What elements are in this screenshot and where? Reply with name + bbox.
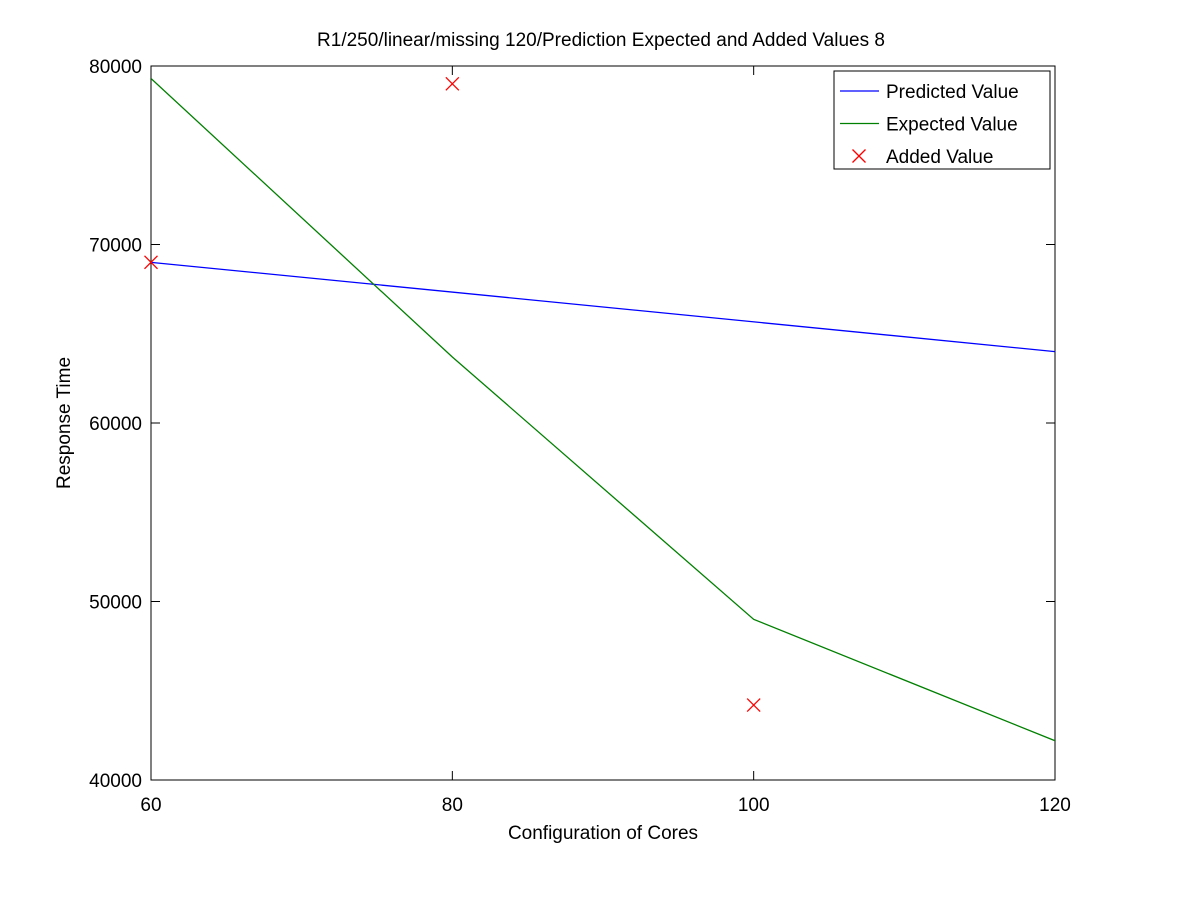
x-tick-label: 80 bbox=[442, 795, 463, 816]
chart-title: R1/250/linear/missing 120/Prediction Exp… bbox=[317, 30, 885, 51]
y-tick-label: 80000 bbox=[89, 57, 142, 78]
x-tick-label: 120 bbox=[1039, 795, 1071, 816]
axes-box bbox=[150, 65, 1056, 781]
added-value-marker bbox=[445, 76, 460, 91]
legend-label-added-value: Added Value bbox=[886, 147, 993, 168]
legend-label-predicted-value: Predicted Value bbox=[886, 82, 1019, 103]
added-value-marker bbox=[144, 255, 158, 270]
marker-stroke bbox=[445, 76, 460, 91]
series-layer bbox=[151, 78, 1055, 742]
plot-area: 60 80 100 120 40000 50000 60000 70000 80000 bbox=[89, 57, 1071, 816]
y-axis-label: Response Time bbox=[54, 357, 75, 489]
marker-stroke bbox=[144, 255, 158, 270]
predicted-value-line bbox=[151, 261, 1055, 353]
marker-stroke bbox=[746, 698, 761, 712]
x-axis-label: Configuration of Cores bbox=[508, 823, 698, 844]
x-tick-labels: 60 80 100 120 bbox=[140, 795, 1070, 816]
y-tick-label: 60000 bbox=[89, 414, 142, 435]
y-tick-label: 40000 bbox=[89, 771, 142, 792]
marker-stroke bbox=[852, 149, 866, 163]
y-tick-labels: 40000 50000 60000 70000 80000 bbox=[89, 57, 142, 792]
legend-label-expected-value: Expected Value bbox=[886, 115, 1018, 136]
legend-box bbox=[833, 70, 1051, 170]
x-tick-label: 60 bbox=[140, 795, 161, 816]
tick-marks bbox=[150, 65, 1056, 781]
added-value-marker bbox=[746, 698, 761, 712]
y-tick-label: 50000 bbox=[89, 593, 142, 614]
y-tick-label: 70000 bbox=[89, 236, 142, 257]
expected-value-line bbox=[151, 78, 1055, 742]
marker-layer bbox=[144, 76, 761, 712]
x-tick-label: 100 bbox=[738, 795, 770, 816]
legend-swatch-added-value bbox=[852, 149, 866, 163]
legend: Predicted Value Expected Value Added Value bbox=[833, 70, 1051, 170]
